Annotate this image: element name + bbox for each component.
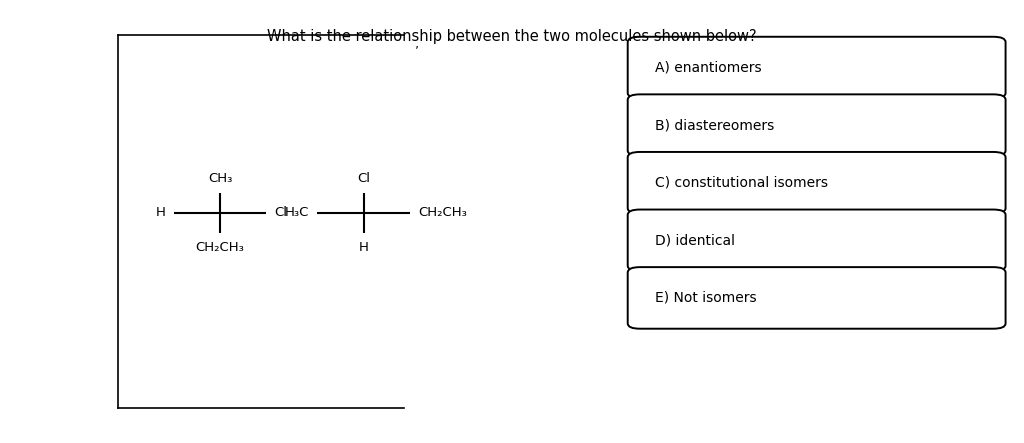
- FancyBboxPatch shape: [628, 267, 1006, 329]
- Text: H: H: [358, 241, 369, 253]
- Text: C) constitutional isomers: C) constitutional isomers: [655, 176, 828, 190]
- Text: What is the relationship between the two molecules shown below?: What is the relationship between the two…: [267, 29, 757, 44]
- FancyBboxPatch shape: [628, 152, 1006, 214]
- Text: A) enantiomers: A) enantiomers: [655, 61, 762, 74]
- Text: H: H: [156, 206, 166, 219]
- Text: CH₃: CH₃: [208, 172, 232, 185]
- Text: E) Not isomers: E) Not isomers: [655, 291, 757, 305]
- Text: ’: ’: [415, 44, 419, 57]
- Text: B) diastereomers: B) diastereomers: [655, 118, 774, 132]
- Text: Cl: Cl: [274, 206, 288, 219]
- FancyBboxPatch shape: [628, 94, 1006, 156]
- FancyBboxPatch shape: [628, 210, 1006, 271]
- Text: CH₂CH₃: CH₂CH₃: [418, 206, 467, 219]
- FancyBboxPatch shape: [628, 37, 1006, 98]
- Text: Cl: Cl: [357, 172, 370, 185]
- Text: D) identical: D) identical: [655, 233, 735, 247]
- Text: CH₂CH₃: CH₂CH₃: [196, 241, 245, 253]
- Text: H₃C: H₃C: [285, 206, 309, 219]
